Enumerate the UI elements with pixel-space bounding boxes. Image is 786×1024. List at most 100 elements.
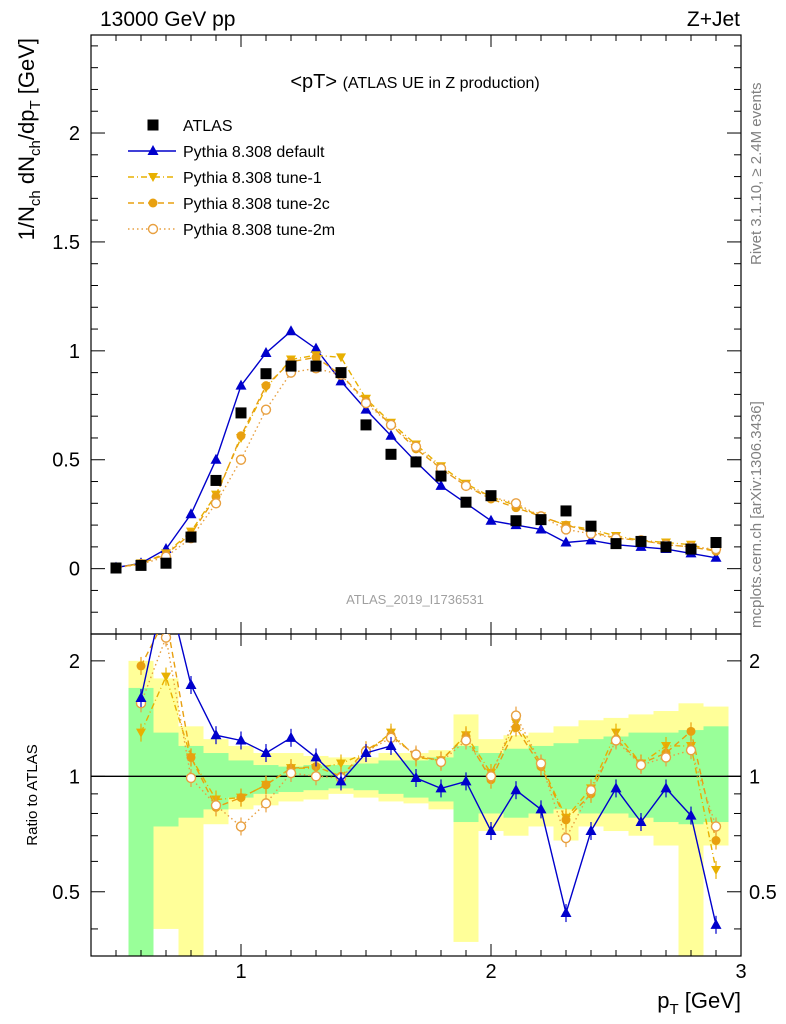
- ratio-point: [210, 729, 222, 740]
- data-point: [210, 474, 222, 486]
- ratio-point: [435, 756, 447, 768]
- ratio-point: [161, 577, 172, 587]
- data-point: [460, 480, 472, 492]
- ratio-band-green: [628, 732, 654, 818]
- ratio-point: [310, 771, 322, 782]
- legend-marker: [147, 223, 159, 235]
- y-axis-title-part: dN: [14, 156, 39, 190]
- data-point: [335, 375, 347, 386]
- ratio-point: [186, 752, 196, 762]
- ratio-point: [535, 803, 547, 814]
- data-point: [385, 448, 397, 460]
- analysis-id: ATLAS_2019_I1736531: [346, 592, 484, 607]
- ratio-point: [385, 739, 397, 750]
- ratio-point: [185, 679, 197, 690]
- legend: ATLAS Pythia 8.308 default Pythia 8.308 tu…: [128, 118, 335, 239]
- x-axis-title-main: p: [657, 988, 669, 1013]
- ratio-point: [511, 723, 521, 733]
- data-point: [485, 490, 497, 502]
- ratio-point: [260, 798, 272, 809]
- data-point: [510, 498, 522, 509]
- y-axis-title-part: ch: [27, 140, 44, 156]
- ratio-tick-label-right: 1: [749, 766, 760, 788]
- ratio-point: [435, 782, 447, 793]
- data-point: [635, 535, 647, 547]
- data-point: [185, 531, 197, 543]
- data-point: [385, 419, 397, 431]
- x-axis-title-sub: T: [669, 1001, 678, 1018]
- axis-labels: 1 2 300.511.520.5 0.51 12 2pT [GeV]1/Nch dNch…: [14, 38, 777, 1018]
- data-point: [135, 559, 147, 571]
- data-point: [435, 479, 447, 490]
- data-point: [435, 470, 447, 482]
- data-point: [260, 347, 272, 358]
- ratio-point: [285, 731, 297, 742]
- header-right-label: Z+Jet: [686, 8, 740, 31]
- data-point: [460, 496, 472, 508]
- ratio-tick-label: 2: [69, 651, 80, 673]
- data-point: [660, 541, 672, 553]
- ratio-point: [236, 793, 246, 803]
- ratio-point: [235, 734, 247, 745]
- data-point: [535, 523, 547, 534]
- ratio-tick-label-right: 2: [749, 651, 760, 673]
- data-point: [485, 514, 497, 525]
- ratio-point: [460, 735, 472, 746]
- legend-label: Pythia 8.308 tune-2m: [183, 222, 335, 239]
- plot-title: <pT> (ATLAS UE in Z production): [290, 71, 539, 93]
- ratio-point: [210, 800, 222, 811]
- series-curves: [110, 325, 722, 574]
- header-left-label: 13000 GeV pp: [100, 8, 236, 31]
- ratio-tick-label: 0.5: [52, 882, 80, 904]
- series-atlas: [110, 360, 722, 574]
- legend-marker: [148, 173, 158, 182]
- y-tick-label: 1.5: [52, 232, 80, 254]
- data-point: [710, 537, 722, 549]
- ratio-point: [136, 661, 146, 671]
- data-point: [585, 520, 597, 532]
- data-point: [235, 407, 247, 419]
- ratio-point: [710, 918, 722, 929]
- ratio-line: [140, 634, 717, 925]
- data-point: [285, 360, 297, 372]
- series-pythia-8-308-tune-2m: [110, 363, 722, 573]
- y-axis-title-part: T: [27, 100, 44, 109]
- ratio-point: [535, 758, 547, 769]
- y-axis-title-part: ch: [27, 190, 44, 206]
- data-point: [285, 325, 297, 336]
- legend-marker: [147, 119, 159, 131]
- ratio-point: [561, 815, 571, 825]
- legend-marker: [148, 198, 158, 208]
- data-point: [410, 456, 422, 468]
- x-axis-title: pT [GeV]: [657, 988, 741, 1018]
- ratio-point: [285, 767, 297, 779]
- x-tick-label: 1: [235, 961, 246, 983]
- data-point: [385, 429, 397, 440]
- data-point: [310, 342, 322, 353]
- data-point: [261, 381, 271, 391]
- ratio-point: [460, 775, 472, 786]
- data-point: [685, 543, 697, 555]
- ratio-point: [161, 672, 171, 682]
- data-point: [535, 514, 547, 526]
- ratio-point: [335, 775, 347, 786]
- ratio-point: [261, 780, 271, 790]
- y-tick-label: 1: [69, 341, 80, 363]
- data-point: [260, 368, 272, 380]
- data-point: [235, 454, 247, 465]
- legend-label: Pythia 8.308 tune-2c: [183, 196, 330, 213]
- data-point: [560, 536, 572, 547]
- y-axis-title-part: [GeV]: [14, 38, 39, 100]
- ratio-point: [310, 751, 322, 762]
- y-axis-title: 1/Nch dNch/dpT [GeV]: [14, 38, 44, 240]
- ratio-point: [510, 784, 522, 795]
- x-axis-title-unit: [GeV]: [679, 988, 741, 1013]
- ratio-point: [610, 782, 622, 793]
- ratio-point: [685, 809, 697, 820]
- data-point: [236, 431, 246, 441]
- data-point: [160, 557, 172, 569]
- ratio-point: [160, 634, 172, 643]
- ratio-band-green: [378, 760, 404, 794]
- ratio-point: [135, 692, 147, 703]
- y-tick-label: 0: [69, 559, 80, 581]
